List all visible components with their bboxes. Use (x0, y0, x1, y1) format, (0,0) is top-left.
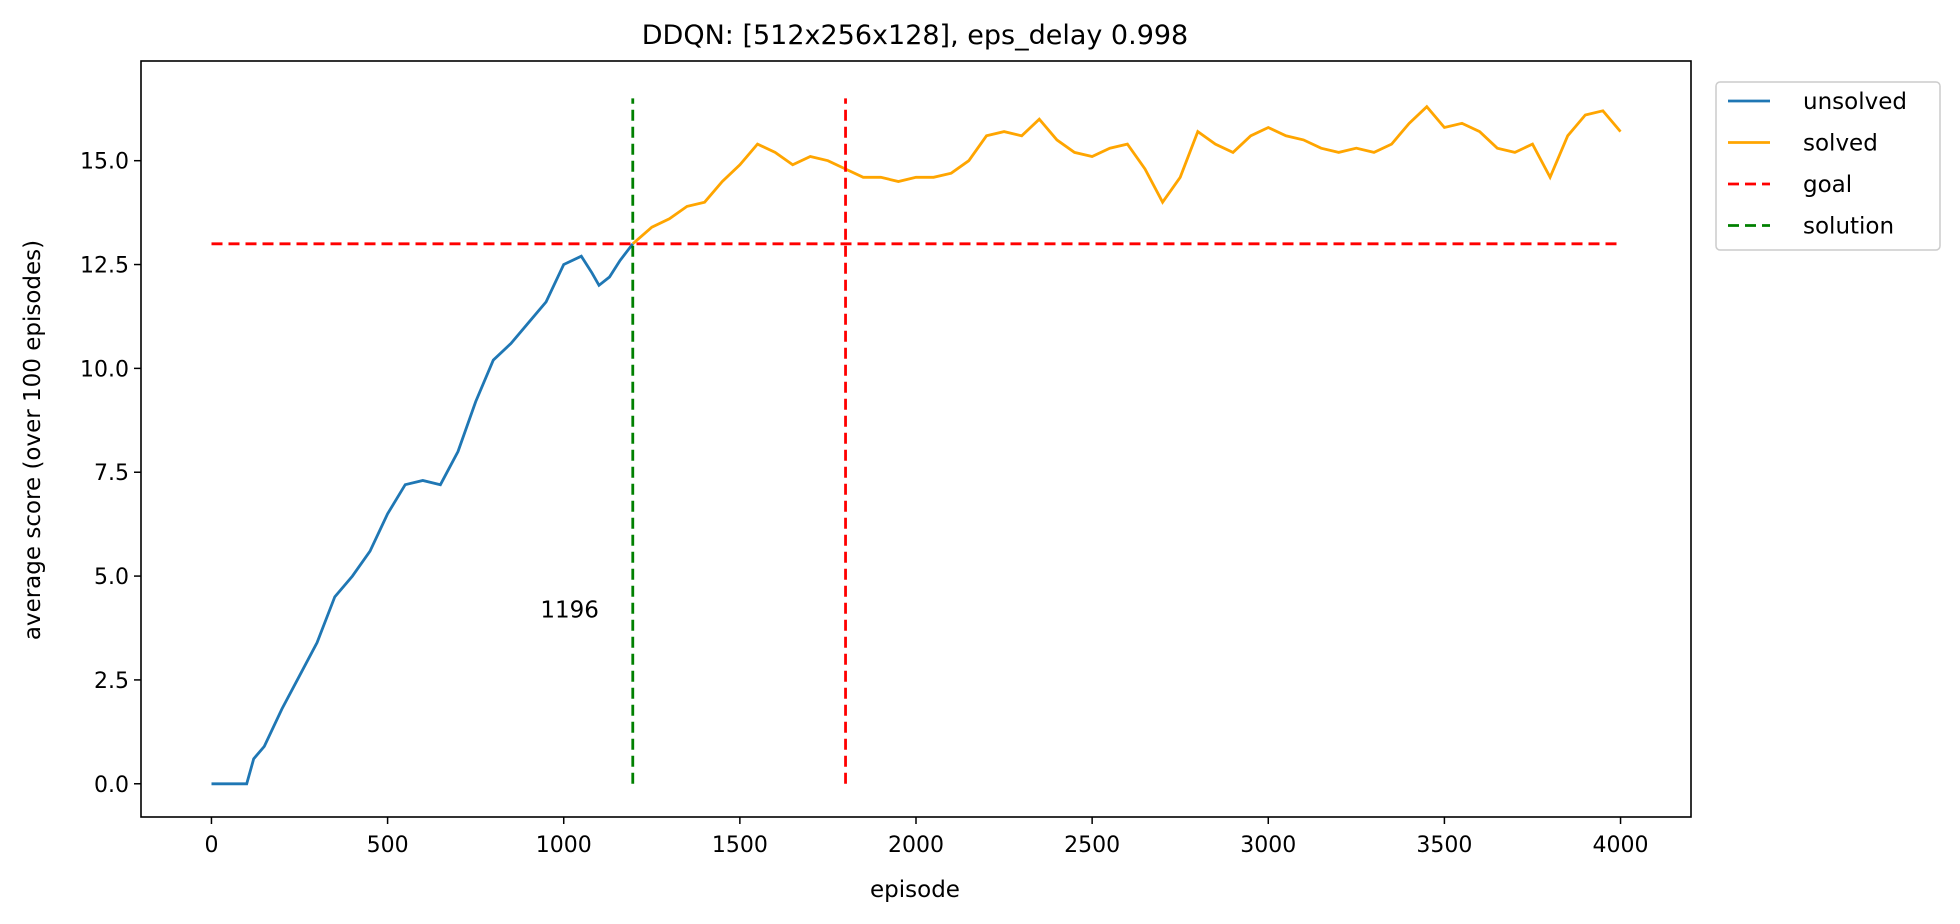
x-axis-label: episode (870, 877, 960, 903)
x-tick-label: 0 (204, 833, 218, 858)
legend-label-solved: solved (1803, 131, 1878, 157)
legend-label-solution: solution (1803, 214, 1894, 240)
y-tick-label: 7.5 (94, 461, 129, 486)
x-tick-label: 3500 (1416, 833, 1472, 858)
x-tick-label: 500 (367, 833, 409, 858)
x-tick-label: 1500 (712, 833, 768, 858)
x-tick-label: 3000 (1240, 833, 1296, 858)
x-tick-label: 4000 (1593, 833, 1649, 858)
y-axis-label: average score (over 100 episodes) (20, 240, 46, 640)
x-axis: 0 500 1000 1500 2000 2500 3000 3500 4000 (204, 817, 1649, 858)
y-axis: 0.0 2.5 5.0 7.5 10.0 12.5 15.0 (80, 150, 141, 798)
y-tick-label: 5.0 (94, 565, 129, 590)
series-line-solved (631, 104, 1622, 245)
legend-label-unsolved: unsolved (1803, 89, 1907, 115)
y-tick-label: 15.0 (80, 150, 129, 175)
legend-box (1715, 81, 1941, 251)
x-tick-label: 1000 (536, 833, 592, 858)
plot-area: 1196 (140, 60, 1692, 818)
y-tick-label: 10.0 (80, 357, 129, 382)
y-tick-label: 12.5 (80, 254, 129, 279)
x-tick-label: 2500 (1064, 833, 1120, 858)
x-tick-label: 2000 (888, 833, 944, 858)
chart-title: DDQN: [512x256x128], eps_delay 0.998 (642, 20, 1188, 51)
y-tick-label: 0.0 (94, 773, 129, 798)
legend-label-goal: goal (1803, 172, 1852, 198)
series-line-unsolved (211, 242, 634, 786)
legend: unsolved solved goal solution (1715, 81, 1941, 251)
annotation-0: 1196 (540, 598, 599, 624)
y-tick-label: 2.5 (94, 669, 129, 694)
